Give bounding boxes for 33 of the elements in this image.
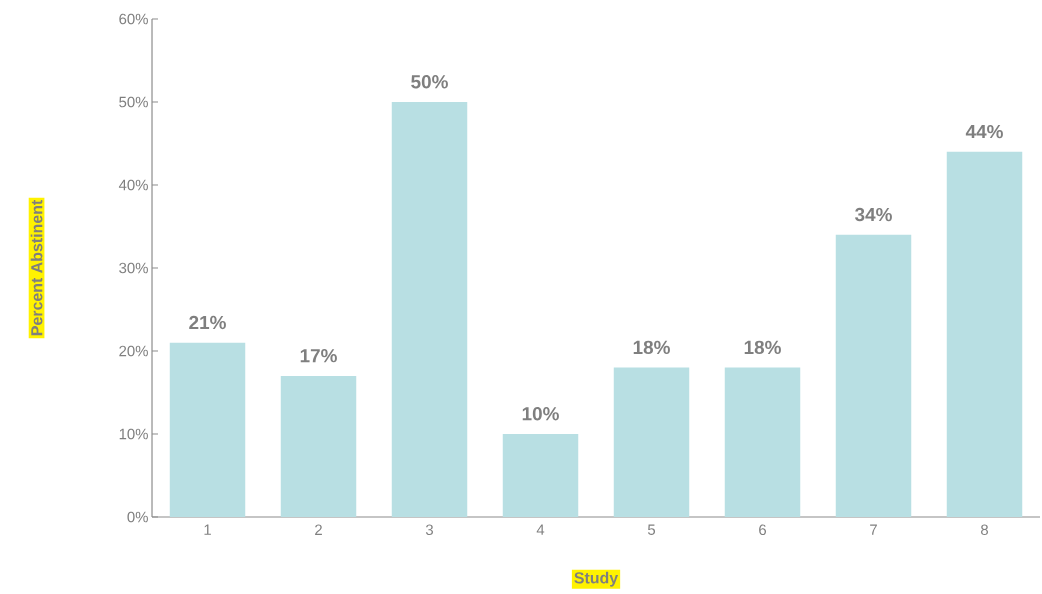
bar [946, 151, 1023, 517]
x-axis-title: Study [574, 571, 619, 587]
bar [613, 367, 690, 517]
data-label: 10% [522, 407, 559, 421]
data-label: 34% [855, 207, 892, 222]
data-label: 44% [965, 124, 1003, 139]
y-tick-label: 10% [119, 428, 148, 440]
x-tick-label: 6 [759, 524, 766, 536]
x-tick-label: 7 [870, 524, 877, 535]
data-label: 21% [189, 315, 226, 330]
x-tick-label: 2 [315, 524, 322, 535]
bar [502, 433, 579, 517]
data-label: 17% [300, 349, 337, 363]
bar [724, 367, 801, 517]
data-label: 18% [633, 340, 670, 355]
x-tick-label: 1 [204, 524, 211, 535]
y-tick-label: 40% [118, 179, 148, 191]
y-tick-label: 60% [119, 13, 148, 25]
y-tick-label: 50% [119, 96, 148, 108]
bar [169, 342, 246, 517]
data-label: 50% [411, 75, 448, 89]
y-tick-label: 0% [127, 511, 148, 523]
x-tick-label: 4 [536, 524, 545, 535]
data-label: 18% [744, 340, 781, 355]
x-tick-label: 5 [647, 524, 656, 535]
y-axis-title: Percent Abstinent [30, 200, 43, 336]
bar [280, 375, 357, 517]
y-tick-label: 20% [119, 345, 148, 357]
bar [835, 234, 912, 517]
x-tick-label: 8 [981, 524, 988, 536]
bar [391, 101, 468, 517]
y-tick-label: 30% [119, 262, 148, 274]
x-tick-label: 3 [425, 524, 434, 536]
